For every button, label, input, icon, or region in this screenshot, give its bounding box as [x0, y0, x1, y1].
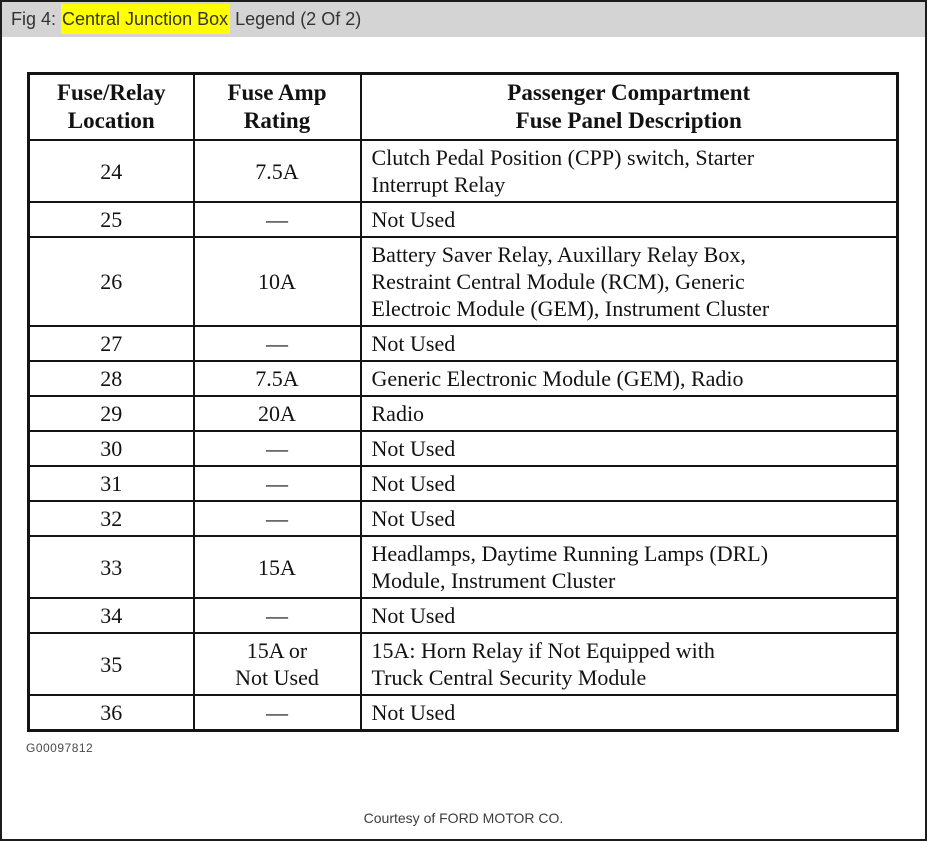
cell-amp-rating: 7.5A [192, 139, 362, 203]
cell-fuse-location: 35 [27, 632, 195, 696]
figure-caption-bar: Fig 4: Central Junction Box Legend (2 Of… [2, 2, 925, 37]
cell-description: Headlamps, Daytime Running Lamps (DRL) M… [359, 535, 899, 599]
cell-description: Not Used [359, 500, 899, 537]
cell-fuse-location: 26 [27, 236, 195, 327]
table-row: 32— Not Used [27, 500, 899, 537]
table-row: 34— Not Used [27, 597, 899, 634]
cell-description: Generic Electronic Module (GEM), Radio [359, 360, 899, 397]
cell-amp-rating: 7.5A [192, 360, 362, 397]
table-row: 25— Not Used [27, 201, 899, 238]
table-header-row: Fuse/Relay Location Fuse Amp Rating Pass… [27, 72, 899, 141]
cell-fuse-location: 25 [27, 201, 195, 238]
cell-amp-rating: — [192, 201, 362, 238]
table-row: 28 7.5A Generic Electronic Module (GEM), R… [27, 360, 899, 397]
cell-description: Not Used [359, 201, 899, 238]
cell-amp-rating: 20A [192, 395, 362, 432]
table-row: 29 20A Radio [27, 395, 899, 432]
table-row: 30— Not Used [27, 430, 899, 467]
cell-amp-rating: 15A or Not Used [192, 632, 362, 696]
cell-description: Not Used [359, 325, 899, 362]
cell-fuse-location: 31 [27, 465, 195, 502]
table-row: 36— Not Used [27, 694, 899, 732]
cell-description: Radio [359, 395, 899, 432]
cell-fuse-location: 29 [27, 395, 195, 432]
cell-amp-rating: — [192, 325, 362, 362]
table-row: 24 7.5A Clutch Pedal Position (CPP) switch… [27, 139, 899, 203]
courtesy-note: Courtesy of FORD MOTOR CO. [363, 810, 564, 826]
cell-amp-rating: — [192, 500, 362, 537]
cell-amp-rating: — [192, 465, 362, 502]
cell-amp-rating: 10A [192, 236, 362, 327]
cell-amp-rating: — [192, 597, 362, 634]
fuse-legend-table: Fuse/Relay Location Fuse Amp Rating Pass… [27, 72, 899, 732]
column-header-location: Fuse/Relay Location [27, 72, 195, 141]
cell-fuse-location: 28 [27, 360, 195, 397]
cell-description: Battery Saver Relay, Auxillary Relay Box… [359, 236, 899, 327]
caption-prefix: Fig 4: [11, 9, 62, 29]
table-row: 35 15A or Not Used 15A: Horn Relay if Not … [27, 632, 899, 696]
cell-description: Not Used [359, 430, 899, 467]
cell-fuse-location: 32 [27, 500, 195, 537]
column-header-rating: Fuse Amp Rating [192, 72, 362, 141]
cell-amp-rating: — [192, 430, 362, 467]
table-row: 33 15A Headlamps, Daytime Running Lamps (D… [27, 535, 899, 599]
cell-fuse-location: 27 [27, 325, 195, 362]
table-row: 26 10A Battery Saver Relay, Auxillary Rela… [27, 236, 899, 327]
cell-fuse-location: 24 [27, 139, 195, 203]
cell-fuse-location: 30 [27, 430, 195, 467]
cell-description: 15A: Horn Relay if Not Equipped with Tru… [359, 632, 899, 696]
fuse-table-body: 24 7.5A Clutch Pedal Position (CPP) switch… [27, 139, 899, 732]
table-row: 31— Not Used [27, 465, 899, 502]
cell-description: Not Used [359, 597, 899, 634]
cell-fuse-location: 33 [27, 535, 195, 599]
column-header-description: Passenger Compartment Fuse Panel Descrip… [359, 72, 899, 141]
table-row: 27— Not Used [27, 325, 899, 362]
cell-fuse-location: 36 [27, 694, 195, 732]
caption-highlight: Central Junction Box [61, 4, 231, 34]
cell-fuse-location: 34 [27, 597, 195, 634]
cell-description: Not Used [359, 694, 899, 732]
cell-description: Clutch Pedal Position (CPP) switch, Star… [359, 139, 899, 203]
cell-amp-rating: 15A [192, 535, 362, 599]
cell-description: Not Used [359, 465, 899, 502]
figure-id: G00097812 [26, 741, 94, 755]
cell-amp-rating: — [192, 694, 362, 732]
caption-suffix: Legend (2 Of 2) [230, 9, 362, 29]
